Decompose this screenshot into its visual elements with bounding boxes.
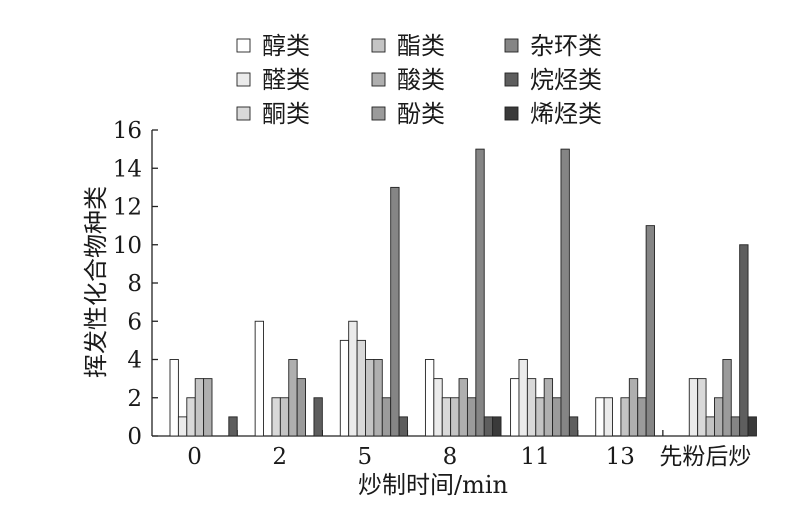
- bar: [697, 378, 707, 437]
- bar: [535, 397, 545, 437]
- bar: [568, 416, 579, 437]
- bar: [424, 359, 435, 437]
- legend-label: 酮类: [262, 100, 310, 128]
- y-tick-label: 0: [127, 424, 142, 450]
- axes: [151, 130, 748, 437]
- x-axis-title: 炒制时间/min: [358, 471, 508, 499]
- bar: [254, 320, 264, 437]
- bar: [271, 397, 281, 437]
- y-tick-label: 12: [113, 195, 142, 221]
- y-tick-label: 16: [113, 118, 142, 144]
- legend-swatch: [504, 106, 519, 121]
- legend-label: 酚类: [397, 100, 445, 128]
- bars: [169, 148, 757, 437]
- bar: [492, 416, 502, 437]
- bar: [518, 359, 528, 437]
- legend-label: 杂环类: [530, 32, 602, 60]
- y-tick-label: 6: [127, 309, 142, 335]
- legend-swatch: [371, 106, 386, 121]
- x-tick-label: 5: [358, 444, 373, 470]
- legend-swatch: [236, 38, 251, 53]
- x-tick-label: 13: [606, 444, 635, 470]
- legend-swatch: [371, 72, 386, 87]
- bar: [390, 186, 400, 437]
- legend-label: 酸类: [397, 66, 445, 94]
- bar: [279, 397, 290, 437]
- bar: [595, 397, 605, 437]
- bar: [313, 397, 323, 437]
- legend-swatch: [504, 72, 519, 87]
- legend-swatch: [236, 106, 251, 121]
- legend-label: 酯类: [397, 32, 445, 60]
- bar: [688, 378, 699, 437]
- bar: [228, 416, 238, 437]
- bar: [433, 378, 443, 437]
- y-axis-title: 挥发性化合物种类: [82, 186, 110, 378]
- bar: [356, 339, 366, 437]
- legend-label: 烷烃类: [530, 66, 602, 94]
- bar: [560, 148, 570, 437]
- bar: [714, 397, 724, 437]
- bar: [747, 416, 757, 437]
- y-tick-label: 4: [127, 348, 142, 374]
- bar: [373, 359, 383, 437]
- y-tick-label: 10: [113, 233, 142, 259]
- legend-label: 烯烃类: [530, 100, 602, 128]
- bar: [339, 339, 350, 437]
- bar: [458, 378, 468, 437]
- y-tick-label: 8: [127, 271, 142, 297]
- bar: [381, 397, 392, 437]
- bar: [177, 416, 188, 437]
- x-tick-label: 先粉后炒: [659, 444, 751, 470]
- y-tick-label: 14: [113, 156, 142, 182]
- bar: [722, 359, 732, 437]
- bar: [628, 378, 639, 437]
- bar: [603, 397, 613, 437]
- bar: [186, 397, 196, 437]
- x-tick-label: 8: [443, 444, 458, 470]
- y-tick-label: 2: [127, 386, 142, 412]
- bar: [466, 397, 477, 437]
- bar: [169, 359, 179, 437]
- bar: [739, 244, 749, 437]
- bar: [526, 378, 537, 437]
- bar: [637, 397, 647, 437]
- bar: [483, 416, 494, 437]
- bar: [398, 416, 408, 437]
- legend-label: 醛类: [262, 66, 310, 94]
- legend-swatch: [236, 72, 251, 87]
- x-tick-label: 0: [187, 444, 202, 470]
- bar: [705, 416, 715, 437]
- bar: [543, 378, 554, 437]
- bar: [645, 225, 655, 437]
- bar: [288, 359, 298, 437]
- bar: [203, 378, 213, 437]
- legend-label: 醇类: [262, 32, 310, 60]
- bar: [620, 397, 630, 437]
- bar: [194, 378, 205, 437]
- bar: [510, 378, 520, 437]
- x-ticks: 0 2 5 8 11 13 先粉后炒: [187, 430, 751, 470]
- bar: [552, 397, 562, 437]
- x-tick-label: 11: [521, 444, 550, 470]
- x-tick-label: 2: [272, 444, 287, 470]
- bar: [450, 397, 460, 437]
- legend-swatch: [371, 38, 386, 53]
- bar: [296, 378, 306, 437]
- bar: [348, 320, 358, 437]
- bar: [475, 148, 485, 437]
- bar: [730, 416, 741, 437]
- legend-swatch: [504, 38, 519, 53]
- bar: [441, 397, 452, 437]
- y-ticks: 0 2 4 6 8 10 12 14 16: [113, 118, 158, 450]
- bar: [365, 359, 375, 437]
